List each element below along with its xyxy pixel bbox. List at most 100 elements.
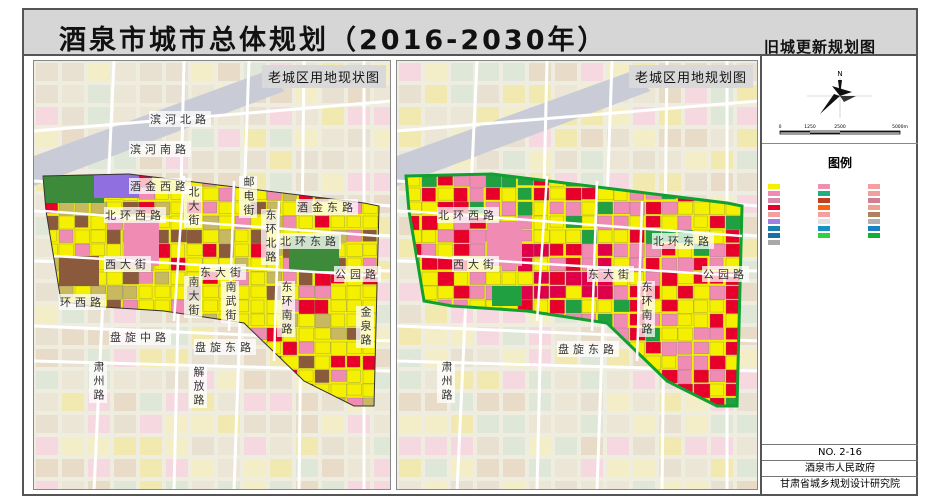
land-parcel (114, 481, 136, 489)
land-parcel (296, 481, 318, 489)
road-label: 南大街 (184, 276, 202, 318)
land-parcel (346, 299, 362, 312)
land-parcel (330, 341, 347, 357)
government-label: 酒泉市人民政府 (762, 460, 918, 476)
land-parcel (477, 327, 499, 345)
land-parcel (90, 229, 106, 243)
land-parcel (581, 393, 603, 411)
land-parcel (348, 481, 370, 489)
land-parcel (607, 437, 629, 455)
land-parcel (659, 459, 681, 477)
map-panel-label: 老城区用地规划图 (628, 65, 753, 88)
land-parcel (503, 459, 525, 477)
compass-scale-box: N 0 1250 2500 5000m (762, 56, 918, 144)
land-parcel (581, 459, 603, 477)
legend-swatch (868, 233, 880, 238)
land-parcel (399, 415, 421, 433)
land-parcel (629, 215, 644, 230)
legend-swatch (868, 219, 880, 224)
land-parcel (36, 349, 58, 367)
side-panel: N 0 1250 2500 5000m 图例 NO. 2-16 酒泉市人民政府 … (760, 56, 918, 496)
land-parcel (346, 383, 362, 396)
land-parcel (677, 313, 692, 326)
road-label: 盘旋中路 (109, 329, 171, 345)
road-label: 金泉路 (356, 306, 374, 348)
land-parcel (218, 63, 240, 81)
planned-land-use-map[interactable]: 北环西路 西大街 东大街 北环东路 东环南路 公园路 盘旋东路 肃州路 老城区用地规划图 (396, 60, 758, 490)
land-parcel (555, 151, 577, 169)
legend-swatch (768, 184, 780, 189)
land-parcel (565, 187, 582, 201)
land-parcel (693, 285, 710, 300)
land-parcel (659, 481, 681, 489)
legend-swatch (768, 198, 780, 203)
land-parcel (154, 271, 169, 285)
land-parcel (330, 383, 347, 398)
land-parcel (374, 305, 390, 323)
street (172, 175, 186, 322)
land-parcel (406, 174, 421, 187)
land-parcel (399, 349, 421, 367)
land-parcel (565, 243, 582, 256)
land-parcel (282, 215, 297, 230)
land-parcel (270, 459, 292, 477)
land-parcel (565, 201, 581, 216)
land-parcel (633, 371, 655, 389)
land-parcel (58, 215, 75, 230)
land-parcel (711, 173, 733, 191)
land-parcel (685, 173, 707, 191)
land-parcel (88, 415, 110, 433)
land-parcel (597, 243, 613, 256)
land-parcel (633, 173, 655, 191)
land-parcel (244, 129, 266, 147)
land-parcel (645, 341, 661, 354)
land-parcel (437, 271, 455, 287)
land-parcel (581, 187, 596, 200)
land-parcel (218, 229, 235, 244)
road-label: 西大街 (104, 256, 151, 272)
land-parcel (36, 327, 58, 345)
land-parcel (693, 215, 708, 228)
land-parcel (555, 459, 577, 477)
land-parcel (140, 63, 162, 81)
land-parcel (529, 437, 551, 455)
land-parcel (451, 459, 473, 477)
land-parcel (709, 299, 724, 313)
land-parcel (477, 63, 499, 81)
land-parcel (218, 415, 240, 433)
land-parcel (529, 151, 551, 169)
land-parcel (36, 107, 58, 125)
land-parcel (425, 415, 447, 433)
land-parcel (270, 129, 292, 147)
svg-text:2500: 2500 (834, 124, 846, 130)
land-parcel (693, 369, 709, 383)
land-parcel (154, 285, 171, 298)
land-parcel (140, 393, 162, 411)
land-parcel (645, 201, 662, 215)
land-parcel (613, 313, 628, 328)
land-parcel (314, 369, 330, 383)
land-parcel (685, 85, 707, 103)
land-parcel (503, 415, 525, 433)
land-parcel (477, 85, 499, 103)
land-parcel (565, 299, 582, 314)
legend-swatch (818, 233, 830, 238)
land-parcel (298, 271, 313, 286)
land-parcel (607, 481, 629, 489)
land-parcel (330, 285, 346, 300)
current-land-use-map[interactable]: 滨河北路 滨河南路 酒金西路 北环西路 邮电街 酒金东路 东环北路 北环东路 北大街 西大街 东大街… (33, 60, 391, 490)
land-parcel (62, 371, 84, 389)
sheet-number: NO. 2-16 (762, 444, 918, 460)
land-parcel (374, 349, 390, 367)
road-label: 北环东路 (652, 233, 714, 249)
land-parcel (36, 305, 58, 323)
land-parcel (549, 187, 567, 200)
road-label: 东大街 (199, 264, 246, 280)
land-parcel (485, 174, 502, 188)
land-parcel (693, 355, 708, 370)
old-city-area (406, 174, 742, 406)
legend-swatch (868, 184, 880, 189)
land-parcel (114, 305, 136, 323)
land-parcel (36, 459, 58, 477)
land-parcel (725, 299, 740, 314)
